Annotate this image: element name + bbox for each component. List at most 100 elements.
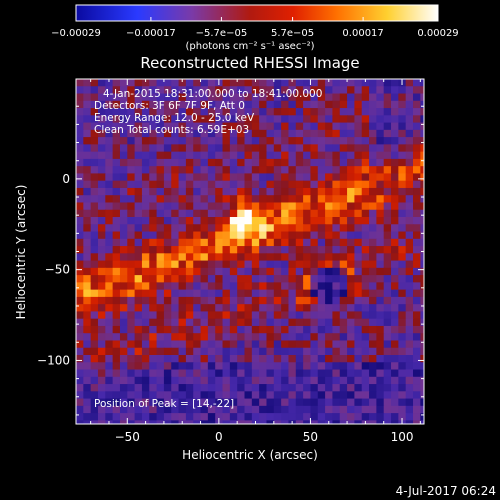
heatmap-cell <box>97 420 106 424</box>
heatmap-cell <box>273 260 282 269</box>
heatmap-cell <box>281 108 290 116</box>
heatmap-cell <box>141 282 150 291</box>
heatmap-cell <box>200 282 209 291</box>
heatmap-cell <box>229 166 238 175</box>
heatmap-cell <box>361 246 370 254</box>
heatmap-cell <box>281 253 290 262</box>
heatmap-cell <box>193 296 202 305</box>
heatmap-cell <box>76 158 84 167</box>
heatmap-cell <box>244 137 253 145</box>
heatmap-cell <box>405 100 414 109</box>
heatmap-cell <box>339 108 348 116</box>
heatmap-cell <box>163 166 172 175</box>
heatmap-cell <box>237 93 246 102</box>
heatmap-cell <box>237 347 246 356</box>
heatmap-cell <box>222 151 231 160</box>
heatmap-cell <box>420 137 424 145</box>
heatmap-cell <box>244 151 253 160</box>
heatmap-cell <box>97 231 106 240</box>
heatmap-cell <box>361 325 370 334</box>
heatmap-cell <box>361 311 370 320</box>
heatmap-cell <box>259 100 268 109</box>
heatmap-cell <box>361 289 370 298</box>
heatmap-cell <box>251 282 260 291</box>
heatmap-cell <box>105 115 114 124</box>
heatmap-cell <box>215 282 224 291</box>
heatmap-cell <box>127 275 136 283</box>
heatmap-cell <box>413 224 421 233</box>
heatmap-cell <box>325 231 334 240</box>
heatmap-cell <box>76 398 84 407</box>
heatmap-cell <box>97 304 106 313</box>
heatmap-cell <box>207 413 216 421</box>
heatmap-cell <box>215 376 224 385</box>
annotation-block: 4-Jan-2015 18:31:00.000 to 18:41:00.000 … <box>94 88 322 136</box>
heatmap-cell <box>229 187 238 196</box>
heatmap-cell <box>310 325 319 334</box>
heatmap-cell <box>229 151 238 160</box>
heatmap-cell <box>193 369 202 378</box>
heatmap-cell <box>229 231 238 240</box>
heatmap-cell <box>134 304 143 313</box>
heatmap-cell <box>171 93 180 102</box>
x-tick-label: 0 <box>215 430 223 444</box>
heatmap-cell <box>347 209 355 218</box>
heatmap-cell <box>376 187 385 196</box>
heatmap-cell <box>391 231 399 240</box>
heatmap-cell <box>112 347 121 356</box>
heatmap-cell <box>376 158 385 167</box>
heatmap-cell <box>215 311 224 320</box>
heatmap-cell <box>273 311 282 320</box>
heatmap-cell <box>259 144 268 153</box>
heatmap-cell <box>391 318 399 327</box>
heatmap-cell <box>295 318 304 327</box>
heatmap-cell <box>185 246 194 254</box>
heatmap-cell <box>76 355 84 363</box>
heatmap-cell <box>398 391 407 400</box>
heatmap-cell <box>215 398 224 407</box>
heatmap-cell <box>90 398 99 407</box>
heatmap-cell <box>244 355 253 363</box>
heatmap-cell <box>405 340 414 349</box>
heatmap-cell <box>193 108 202 116</box>
heatmap-cell <box>347 355 355 363</box>
heatmap-cell <box>163 122 172 131</box>
heatmap-cell <box>97 362 106 371</box>
heatmap-cell <box>222 209 231 218</box>
heatmap-cell <box>185 289 194 298</box>
heatmap-cell <box>171 413 180 421</box>
heatmap-cell <box>215 86 224 95</box>
heatmap-cell <box>376 129 385 138</box>
heatmap-cell <box>251 384 260 392</box>
heatmap-cell <box>141 318 150 327</box>
heatmap-cell <box>178 369 187 378</box>
heatmap-cell <box>119 217 128 225</box>
heatmap-cell <box>127 79 136 87</box>
heatmap-cell <box>259 173 268 182</box>
heatmap-cell <box>200 151 209 160</box>
heatmap-cell <box>391 420 399 424</box>
heatmap-cell <box>171 246 180 254</box>
heatmap-cell <box>325 333 334 342</box>
heatmap-cell <box>200 209 209 218</box>
heatmap-cell <box>259 231 268 240</box>
heatmap-cell <box>97 267 106 276</box>
heatmap-cell <box>119 405 128 414</box>
heatmap-cell <box>156 253 165 262</box>
heatmap-cell <box>398 384 407 392</box>
heatmap-cell <box>244 202 253 211</box>
heatmap-cell <box>237 180 246 189</box>
heatmap-cell <box>112 217 121 225</box>
heatmap-cell <box>369 246 377 254</box>
heatmap-cell <box>295 267 304 276</box>
heatmap-cell <box>347 224 355 233</box>
heatmap-cell <box>354 420 363 424</box>
heatmap-cell <box>134 144 143 153</box>
heatmap-cell <box>200 347 209 356</box>
heatmap-cell <box>149 100 158 109</box>
heatmap-cell <box>200 231 209 240</box>
heatmap-cell <box>413 100 421 109</box>
heatmap-cell <box>185 100 194 109</box>
heatmap-cell <box>90 405 99 414</box>
heatmap-cell <box>215 144 224 153</box>
